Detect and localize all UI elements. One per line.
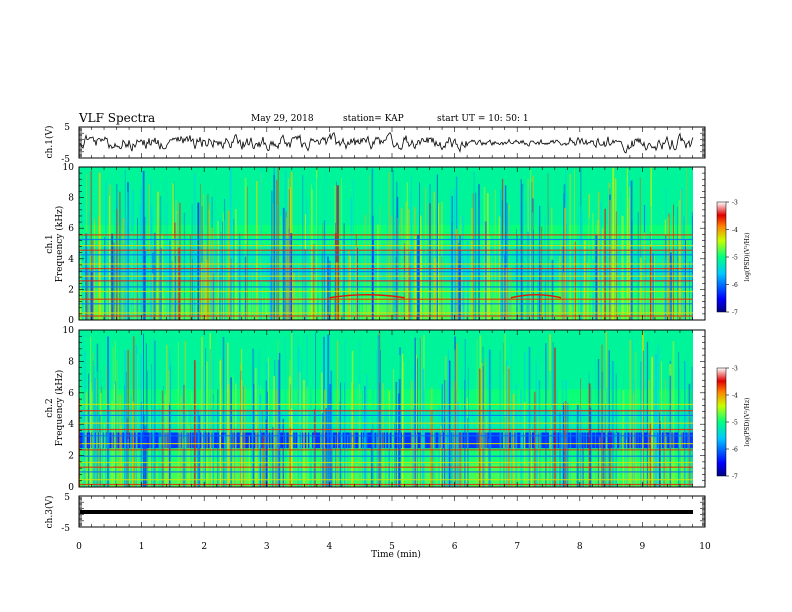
colorbar-tick-label: -5: [732, 255, 738, 262]
ch2-spectrogram-ticks: [78, 329, 706, 488]
ytick-label: 8: [68, 357, 74, 367]
ytick-label: 6: [68, 389, 74, 399]
ytick-label: 2: [68, 285, 74, 295]
figure-title: VLF Spectra: [79, 111, 156, 125]
colorbar-tick-label: -4: [732, 227, 738, 234]
colorbar-tick-label: -7: [732, 474, 738, 481]
ch1-colorbar-label: log(PSD)(V²/Hz): [744, 233, 751, 282]
colorbar-tick-label: -3: [732, 366, 738, 373]
ch1-waveform-ticks: [78, 126, 706, 159]
ch1-spectrogram-image: [79, 167, 705, 321]
ch2-spectrogram-ylabel-line2: Frequency (kHz): [54, 370, 65, 447]
ch1-waveform-panel: 5 -5 ch.1(V): [44, 123, 706, 165]
ch2-colorbar-ticks: -3 -4 -5 -6 -7: [726, 366, 738, 481]
ytick-label: 4: [68, 420, 74, 430]
colorbar-tick-label: -3: [732, 200, 738, 207]
time-tick-label: 7: [514, 542, 520, 552]
ch1-spectrogram-panel: 0 2 4 6 8 10 ch.1 Frequency (kHz): [45, 163, 706, 326]
station-label: station= KAP: [343, 114, 404, 124]
ch1-colorbar-ticks: -3 -4 -5 -6 -7: [726, 200, 738, 317]
ch3-ytick-top: 5: [64, 493, 70, 503]
ch2-spectrogram-ytick-labels: 0 2 4 6 8 10: [63, 326, 75, 493]
time-tick-label: 5: [389, 542, 395, 552]
colorbar-tick-label: -6: [732, 447, 738, 454]
time-axis: 0 1 2 3 4 5 6 7 8 9 10: [76, 542, 711, 552]
time-tick-label: 1: [139, 542, 145, 552]
ch2-spectrogram-panel: 0 2 4 6 8 10 ch.2 Frequency (kHz): [45, 326, 706, 493]
ch1-colorbar-gradient: [716, 201, 727, 313]
time-tick-label: 8: [577, 542, 583, 552]
time-tick-label: 2: [201, 542, 207, 552]
ch1-colorbar: -3 -4 -5 -6 -7 log(PSD)(V²/Hz): [716, 200, 751, 317]
ch3-waveform-ylabel: ch.3(V): [44, 496, 55, 529]
ch3-ytick-bottom: -5: [61, 524, 70, 534]
time-tick-label: 10: [699, 542, 711, 552]
ytick-label: 0: [68, 483, 74, 493]
ch1-ytick-top: 5: [64, 123, 70, 133]
colorbar-tick-label: -5: [732, 420, 738, 427]
ch1-waveform-ylabel: ch.1(V): [44, 126, 55, 159]
ch3-waveform-panel: 5 -5 ch.3(V): [44, 493, 706, 534]
ytick-label: 4: [68, 255, 74, 265]
colorbar-tick-label: -4: [732, 393, 738, 400]
start-time-label: start UT = 10: 50: 1: [437, 114, 529, 124]
ch1-spectrogram-ticks: [78, 166, 706, 321]
ytick-label: 2: [68, 452, 74, 462]
ch1-waveform-line: [79, 131, 694, 154]
date-label: May 29, 2018: [251, 114, 314, 124]
ch2-spectrogram-ylabel-line1: ch.2: [45, 398, 55, 417]
ytick-label: 8: [68, 194, 74, 204]
colorbar-tick-label: -6: [732, 282, 738, 289]
time-tick-label: 4: [327, 542, 333, 552]
ch3-waveform-ticks: [78, 495, 706, 528]
ch2-colorbar-gradient: [716, 367, 727, 477]
ch1-ytick-bottom: -5: [61, 155, 70, 165]
ch1-spectrogram-ylabel-line1: ch.1: [45, 234, 55, 253]
ch2-colorbar-label: log(PSD)(V²/Hz): [744, 398, 751, 447]
time-tick-label: 9: [640, 542, 646, 552]
ytick-label: 6: [68, 224, 74, 234]
time-tick-label: 3: [264, 542, 270, 552]
time-axis-label: Time (min): [371, 549, 421, 560]
ytick-label: 10: [63, 326, 75, 336]
colorbar-tick-label: -7: [732, 310, 738, 317]
ytick-label: 0: [68, 316, 74, 326]
ch1-spectrogram-ylabel-line2: Frequency (kHz): [54, 206, 65, 283]
ch1-spectrogram-ytick-labels: 0 2 4 6 8 10: [63, 163, 75, 326]
time-tick-label: 0: [76, 542, 82, 552]
ytick-label: 10: [63, 163, 75, 173]
time-tick-label: 6: [452, 542, 458, 552]
ch2-spectrogram-image: [79, 330, 705, 488]
ch2-colorbar: -3 -4 -5 -6 -7 log(PSD)(V²/Hz): [716, 366, 751, 481]
